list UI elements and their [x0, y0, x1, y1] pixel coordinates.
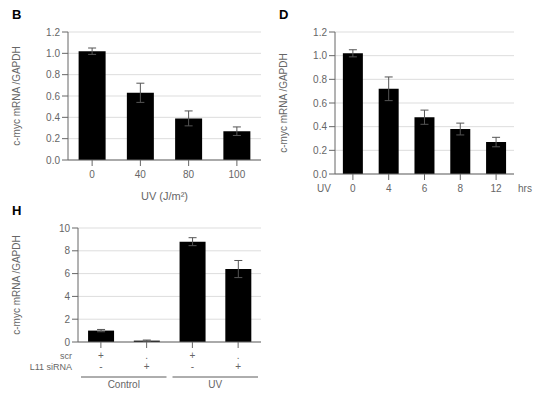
svg-text:.: . — [145, 350, 148, 361]
svg-text:40: 40 — [135, 169, 147, 180]
svg-text:0: 0 — [64, 337, 70, 348]
svg-text:L11 siRNA: L11 siRNA — [30, 362, 72, 372]
svg-text:scr: scr — [60, 351, 72, 361]
svg-text:6: 6 — [422, 183, 428, 194]
svg-text:+: + — [235, 361, 241, 372]
svg-text:100: 100 — [229, 169, 246, 180]
svg-text:0: 0 — [89, 169, 95, 180]
svg-text:0.0: 0.0 — [46, 155, 60, 166]
svg-text:0.2: 0.2 — [46, 133, 60, 144]
svg-text:0: 0 — [350, 183, 356, 194]
html-text:D: D — [279, 7, 289, 22]
svg-text:1.0: 1.0 — [313, 50, 327, 61]
svg-text:+: + — [98, 350, 104, 361]
html-text:H: H — [12, 203, 22, 218]
svg-text:c-myc mRNA /GAPDH: c-myc mRNA /GAPDH — [11, 235, 22, 334]
svg-text:-: - — [191, 361, 194, 372]
svg-text:12: 12 — [491, 183, 503, 194]
svg-text:0.8: 0.8 — [46, 69, 60, 80]
svg-text:c-myc mRNA /GAPDH: c-myc mRNA /GAPDH — [11, 46, 22, 145]
svg-text:UV (J/m²): UV (J/m²) — [141, 190, 188, 202]
svg-text:4: 4 — [386, 183, 392, 194]
svg-text:1.2: 1.2 — [313, 27, 327, 38]
svg-text:0.6: 0.6 — [46, 91, 60, 102]
svg-text:80: 80 — [183, 169, 195, 180]
svg-text:1.2: 1.2 — [46, 27, 60, 38]
svg-text:+: + — [189, 350, 195, 361]
svg-text:.: . — [237, 350, 240, 361]
svg-text:10: 10 — [59, 223, 71, 234]
svg-text:0.8: 0.8 — [313, 74, 327, 85]
svg-text:8: 8 — [458, 183, 464, 194]
svg-text:6: 6 — [64, 268, 70, 279]
svg-text:2: 2 — [64, 314, 70, 325]
svg-text:0.6: 0.6 — [313, 98, 327, 109]
svg-text:UV: UV — [208, 379, 222, 390]
svg-text:0.4: 0.4 — [46, 112, 60, 123]
svg-text:hrs: hrs — [518, 183, 532, 194]
svg-text:c-myc mRNA /GAPDH: c-myc mRNA /GAPDH — [278, 53, 289, 152]
svg-text:UV: UV — [317, 183, 331, 194]
svg-text:-: - — [99, 361, 102, 372]
svg-text:0.2: 0.2 — [313, 145, 327, 156]
svg-text:8: 8 — [64, 245, 70, 256]
svg-text:1.0: 1.0 — [46, 48, 60, 59]
svg-text:4: 4 — [64, 291, 70, 302]
svg-text:Control: Control — [108, 379, 140, 390]
svg-text:0.0: 0.0 — [313, 169, 327, 180]
svg-text:0.4: 0.4 — [313, 121, 327, 132]
html-text:B: B — [12, 7, 22, 22]
svg-text:+: + — [144, 361, 150, 372]
